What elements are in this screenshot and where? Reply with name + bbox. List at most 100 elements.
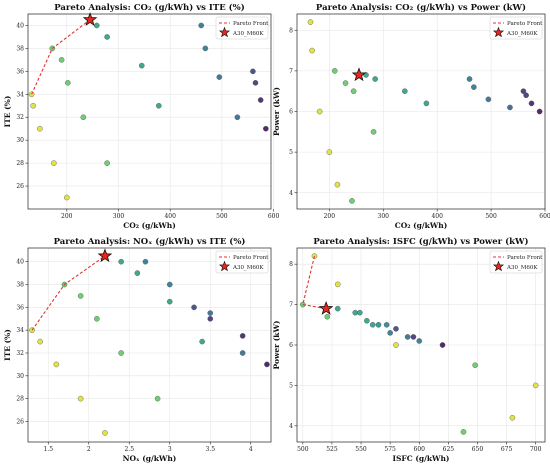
data-point	[154, 395, 161, 402]
data-point	[234, 114, 241, 121]
highlight-star-marker	[82, 12, 98, 26]
y-tick-label: 34	[16, 327, 24, 334]
x-axis-label: NOₓ (g/kWh)	[123, 454, 177, 463]
y-tick-label: 8	[289, 27, 293, 34]
data-point	[466, 76, 473, 82]
data-point	[65, 80, 71, 86]
y-tick-label: 4	[289, 423, 293, 430]
y-tick-label: 32	[16, 114, 24, 121]
data-point	[316, 108, 323, 115]
data-point	[250, 68, 256, 75]
x-tick-label: 625	[443, 446, 455, 453]
data-point	[93, 22, 100, 29]
legend-label: Pareto Front	[507, 21, 543, 27]
y-tick-label: 28	[16, 160, 24, 167]
pareto-front-line	[302, 255, 327, 310]
data-point	[104, 160, 110, 166]
data-point	[331, 68, 338, 74]
data-point	[118, 258, 124, 265]
x-tick-label: 400	[431, 213, 443, 220]
x-tick-label: 650	[472, 446, 484, 453]
legend-label: A30_M60K	[506, 265, 538, 271]
data-point	[326, 149, 333, 155]
data-point	[239, 333, 246, 339]
data-point	[94, 315, 100, 322]
x-axis-label: ISFC (g/kWh)	[393, 454, 450, 463]
data-point	[202, 45, 209, 52]
data-point	[370, 129, 377, 135]
x-tick-label: 2	[87, 446, 91, 453]
data-point	[80, 114, 87, 121]
data-point	[257, 97, 264, 103]
legend-star-swatch	[492, 26, 505, 38]
legend-star-swatch	[218, 26, 231, 38]
data-point	[324, 313, 331, 320]
legend: Pareto Front A30_M60K	[215, 250, 269, 274]
data-point	[387, 330, 393, 336]
data-point	[264, 361, 270, 368]
data-point	[349, 198, 355, 204]
y-tick-label: 5	[289, 149, 293, 156]
data-point	[191, 304, 197, 311]
x-axis-label: CO₂ (g/kWh)	[395, 221, 448, 230]
pareto-front-line	[31, 255, 106, 331]
y-tick-label: 30	[16, 137, 24, 144]
highlight-star-marker	[351, 67, 367, 82]
data-point	[334, 305, 341, 312]
data-point	[334, 181, 341, 188]
x-tick-label: 1.5	[43, 446, 53, 453]
y-tick-label: 4	[289, 190, 293, 197]
legend: Pareto Front A30_M60K	[489, 16, 543, 40]
chart-panel-1: 200 300 400 500 600 26 28 30 32 34 36 38 40 Pareto An…	[3, 2, 279, 230]
y-tick-label: 32	[16, 350, 24, 357]
data-point	[58, 57, 65, 63]
data-point	[375, 321, 382, 328]
legend-label: A30_M60K	[232, 31, 264, 37]
legend: Pareto Front A30_M60K	[215, 16, 269, 40]
data-point	[216, 74, 223, 80]
legend: Pareto Front A30_M60K	[489, 250, 543, 274]
data-point	[334, 281, 341, 288]
x-tick-label: 4	[249, 446, 253, 453]
pareto-front-line	[31, 19, 91, 95]
plot-frame	[27, 247, 272, 443]
x-tick-label: 500	[485, 213, 497, 220]
data-point	[37, 125, 43, 132]
data-point	[28, 91, 35, 98]
x-tick-label: 200	[61, 213, 73, 220]
data-point	[357, 309, 363, 316]
data-point	[307, 19, 314, 25]
legend-label: Pareto Front	[233, 21, 269, 27]
data-point	[423, 100, 430, 107]
data-point	[239, 350, 246, 356]
data-point	[156, 102, 162, 109]
data-point	[364, 317, 370, 324]
data-point	[252, 80, 259, 86]
data-point	[134, 270, 141, 276]
y-tick-label: 34	[16, 91, 24, 98]
y-tick-label: 36	[16, 68, 24, 75]
chart-title: Pareto Analysis: ISFC (g/kWh) vs Power (…	[313, 236, 528, 247]
data-point	[309, 47, 315, 54]
x-tick-label: 700	[530, 446, 542, 453]
data-point	[369, 321, 376, 328]
y-tick-label: 7	[289, 302, 293, 309]
highlight-star-marker	[318, 300, 334, 315]
data-point	[30, 102, 36, 109]
data-point	[166, 298, 173, 305]
data-point	[528, 100, 535, 107]
y-tick-label: 5	[289, 382, 293, 389]
y-tick-label: 8	[289, 261, 293, 268]
data-point	[51, 160, 57, 166]
y-axis-label: Power (kW)	[272, 321, 281, 370]
y-tick-label: 36	[16, 304, 24, 311]
x-tick-label: 500	[297, 446, 309, 453]
data-point	[509, 414, 516, 421]
legend-star-swatch	[492, 260, 505, 272]
x-tick-label: 600	[414, 446, 426, 453]
chart-panel-3: 1.5 2 2.5 3 3.5 4 26 28 30 32 34 36 38 40 Pareto Analy…	[3, 236, 272, 463]
data-point	[118, 350, 124, 356]
y-tick-label: 40	[16, 259, 24, 266]
x-tick-label: 400	[164, 213, 176, 220]
